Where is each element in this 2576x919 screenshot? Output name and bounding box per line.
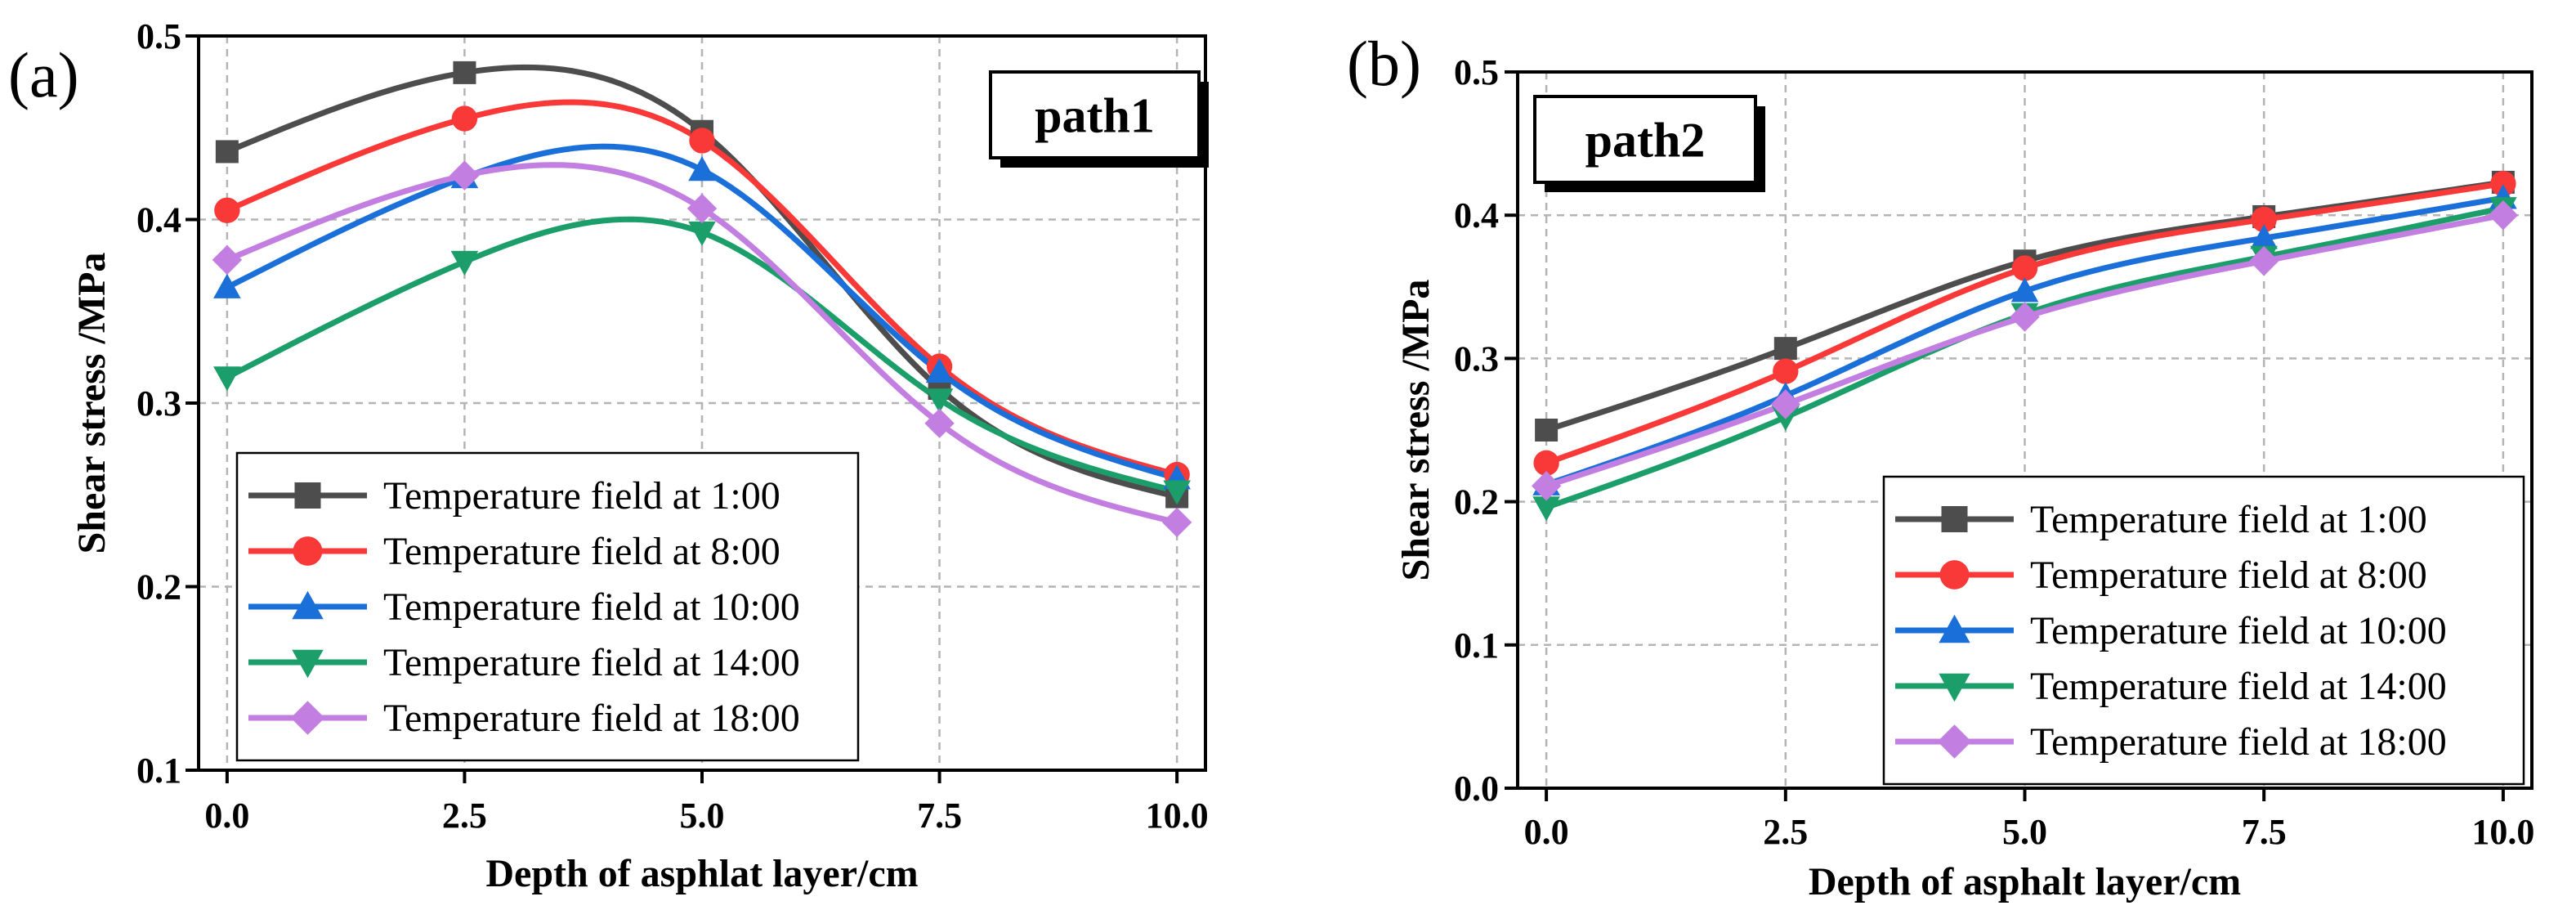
legend-marker [1941,506,1968,532]
data-point [688,156,716,182]
x-tick-label: 2.5 [1763,812,1808,852]
data-point [1532,496,1560,522]
data-point [2010,302,2040,332]
y-tick-label: 0.3 [1454,338,1499,379]
chart-panel-b: 0.0 2.5 5.0 7.5 10.0 0.0 0.1 0.2 0.3 0.4 0.5 Depth … [1347,28,2534,903]
data-point [924,408,955,438]
data-point [2250,224,2278,249]
x-tick-label: 2.5 [442,796,487,836]
legend-marker [1939,673,1970,702]
data-point [213,366,241,392]
path-tag-box [1533,95,1757,184]
legend-marker [293,536,323,566]
legend-marker [294,482,321,509]
y-tick-label: 0.4 [136,200,181,240]
data-point [2251,206,2277,233]
x-axis-title: Depth of asphlat layer/cm [485,852,918,895]
data-point [2248,246,2279,276]
data-point [1531,471,1562,501]
path-tag-label: path2 [1585,114,1706,168]
legend-entry-label: Temperature field at 10:00 [2030,609,2447,652]
legend-marker [292,649,324,679]
legend-entry-label: Temperature field at 18:00 [2030,720,2447,764]
data-point [213,273,241,298]
x-tick-label: 7.5 [2242,812,2287,852]
data-point [451,105,478,132]
legend-entry-label: Temperature field at 1:00 [2030,498,2427,541]
data-point [453,61,476,84]
y-tick-label: 0.2 [1454,482,1499,522]
data-point [449,160,480,191]
data-point [1535,419,1559,442]
data-point [450,250,479,276]
panel-label: (a) [8,39,79,110]
legend-entry-label: Temperature field at 1:00 [383,474,780,518]
data-point [689,128,715,154]
y-tick-label: 0.5 [1454,52,1499,92]
legend-marker [1937,724,1972,759]
legend-marker [290,701,325,735]
y-tick-label: 0.4 [1454,195,1499,235]
legend-entry-label: Temperature field at 14:00 [383,641,800,684]
legend-entry-label: Temperature field at 18:00 [383,697,800,740]
legend-entry-label: Temperature field at 8:00 [2030,554,2427,597]
data-point [2010,277,2039,303]
data-point [688,221,716,247]
x-tick-label: 0.0 [204,796,249,836]
x-axis-title: Depth of asphalt layer/cm [1809,860,2241,903]
y-tick-label: 0.1 [1454,625,1499,666]
data-point [1770,389,1801,419]
legend-entry-label: Temperature field at 14:00 [2030,665,2447,708]
y-tick-label: 0.2 [136,567,181,607]
data-point [1163,480,1191,505]
data-point [925,358,954,383]
data-point [1533,450,1559,476]
data-point [1773,337,1797,361]
data-point [2011,255,2038,281]
y-tick-label: 0.3 [136,383,181,424]
x-tick-label: 7.5 [917,796,962,836]
path-tag-label: path1 [1035,89,1155,143]
data-point [686,193,718,224]
legend-marker [292,590,324,620]
data-point [2488,200,2519,231]
y-tick-label: 0.5 [136,16,181,56]
x-tick-label: 10.0 [2471,812,2534,852]
data-point [214,197,240,223]
chart-panel-a: 0.0 2.5 5.0 7.5 10.0 0.1 0.2 0.3 0.4 0.5 Depth of … [8,16,1209,895]
y-tick-label: 0.0 [1454,769,1499,809]
data-point [1773,358,1799,384]
x-tick-label: 10.0 [1146,796,1209,836]
legend-entry-label: Temperature field at 8:00 [383,530,780,573]
data-point [1161,507,1192,538]
x-tick-label: 5.0 [680,796,725,836]
path-tag-box [989,70,1201,159]
y-axis-title: Shear stress /MPa [1394,280,1438,581]
y-axis-title: Shear stress /MPa [70,253,114,554]
data-point [925,388,954,414]
data-point [212,244,243,276]
panel-label: (b) [1347,28,1421,99]
data-point [2490,170,2516,197]
x-tick-label: 5.0 [2002,812,2047,852]
legend-marker [1939,560,1970,590]
legend-marker [1939,614,1970,643]
legend-entry-label: Temperature field at 10:00 [383,585,800,629]
y-tick-label: 0.1 [136,751,181,791]
data-point [215,140,239,164]
x-tick-label: 0.0 [1524,812,1569,852]
